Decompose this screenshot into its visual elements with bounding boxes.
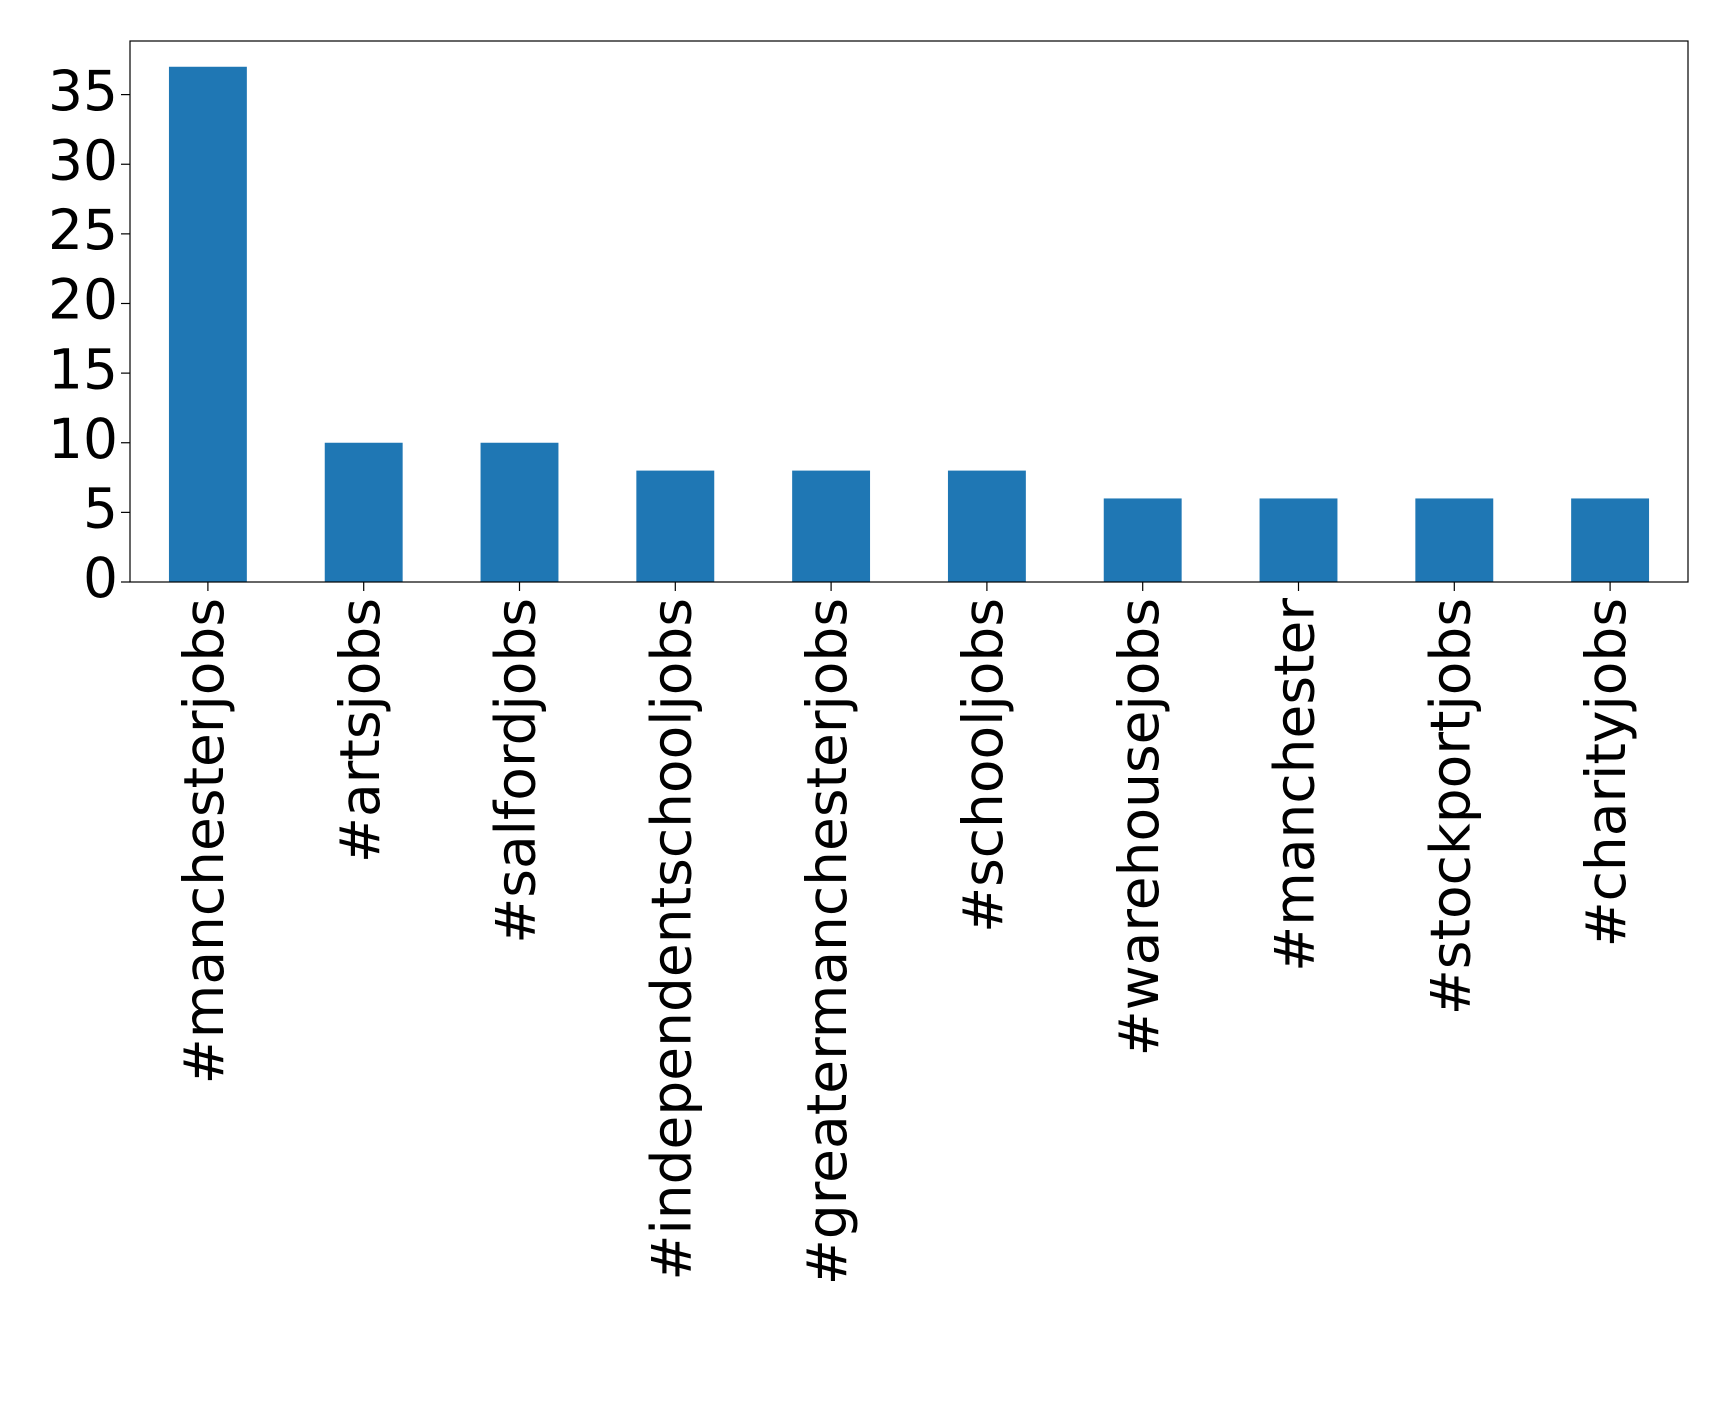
x-tick-label: #artsjobs [328,598,392,863]
bar [1415,498,1494,582]
plot-frame [129,40,1689,583]
x-tick-label: #manchester [1263,598,1327,972]
x-tick-label: #warehousejobs [1107,598,1171,1056]
y-tick-label: 35 [48,59,118,123]
x-tick-label: #charityjobs [1574,598,1638,947]
y-tick-label: 30 [48,128,118,192]
bar [792,470,871,582]
bar [1259,498,1338,582]
x-tick-label: #stockportjobs [1418,598,1482,1015]
x-tick-label: #schooljobs [951,598,1015,933]
x-tick-label: #salfordjobs [484,598,548,944]
bar [1571,498,1650,582]
bar [636,470,715,582]
bar [480,442,559,582]
bar [324,442,403,582]
y-tick-label: 10 [48,407,118,471]
x-tick-label: #manchesterjobs [172,598,236,1084]
bar [168,66,247,582]
x-tick-label: #greatermanchesterjobs [795,598,859,1285]
y-tick-label: 25 [48,198,118,262]
y-tick-label: 20 [48,268,118,332]
y-tick-label: 0 [83,546,118,610]
y-tick-label: 5 [83,477,118,541]
bar [1103,498,1182,582]
x-tick-label: #independentschooljobs [639,598,703,1281]
bar [947,470,1026,582]
y-tick-label: 15 [48,337,118,401]
